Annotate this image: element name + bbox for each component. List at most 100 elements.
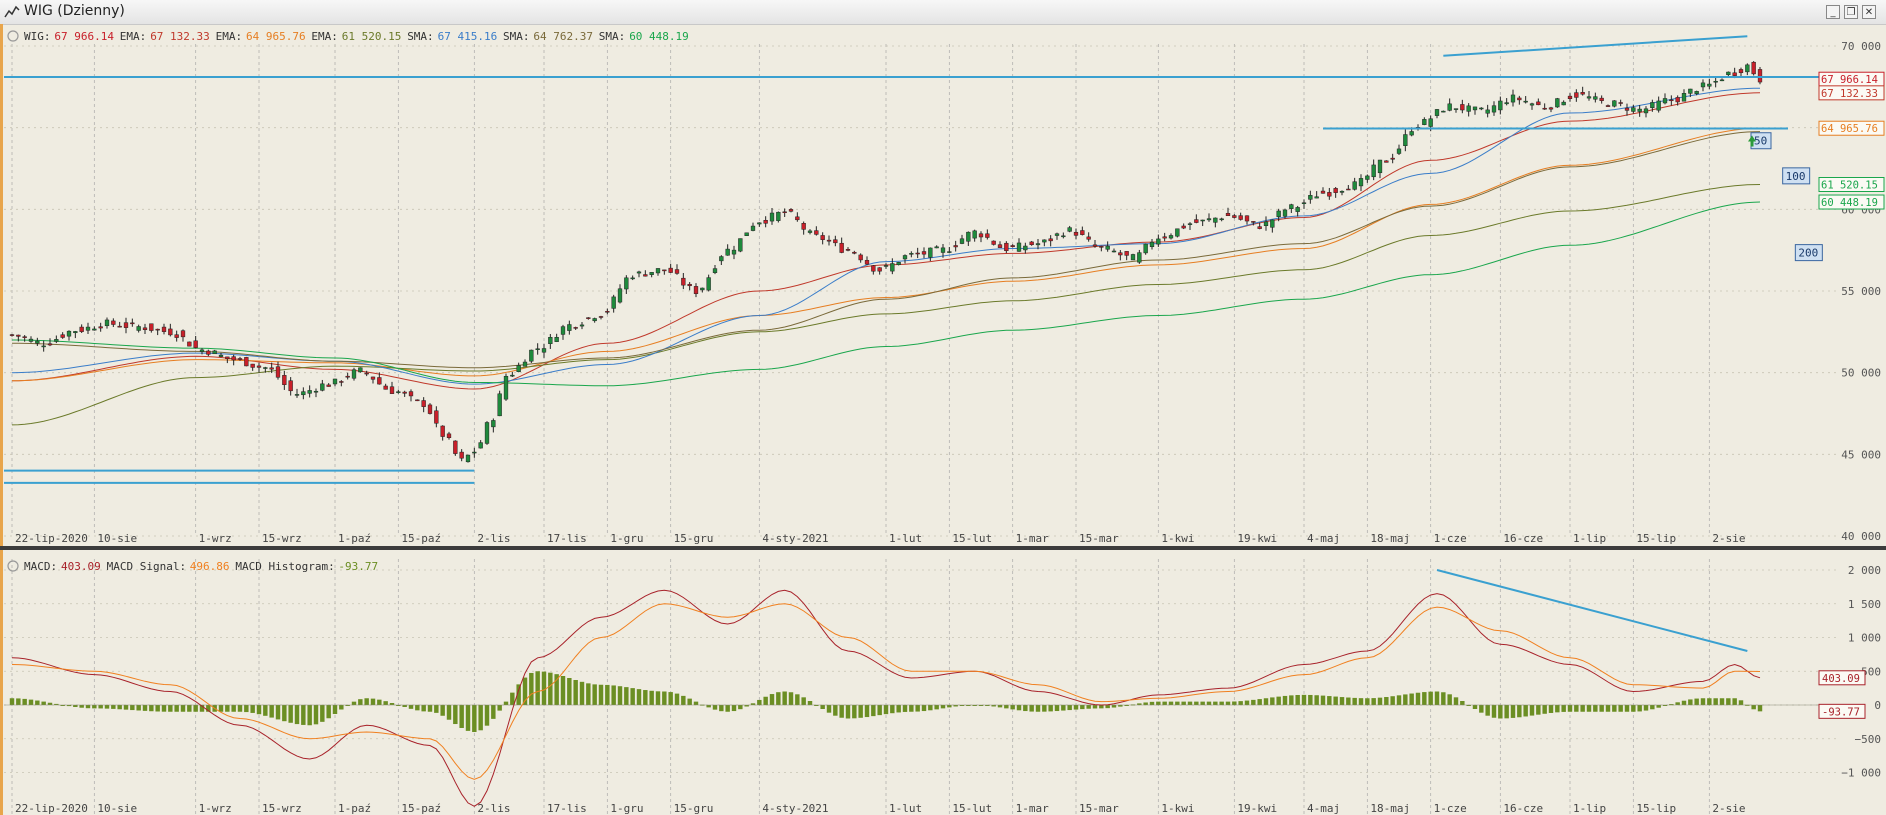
macd-histogram-bar	[814, 705, 819, 706]
macd-histogram-bar	[332, 705, 338, 714]
macd-histogram-bar	[1612, 705, 1617, 712]
macd-histogram-bar	[1523, 705, 1528, 717]
macd-histogram-bar	[161, 705, 167, 712]
macd-legend: MACD: 403.09 MACD Signal: 496.86 MACD Histog…	[7, 560, 378, 573]
candle-down	[1238, 215, 1243, 220]
macd-histogram-bar	[883, 705, 889, 715]
macd-histogram-bar	[377, 699, 382, 705]
macd-histogram-bar	[434, 705, 439, 713]
candle-down	[1029, 241, 1034, 245]
candle-down	[1194, 219, 1199, 223]
macd-histogram-bar	[66, 705, 72, 707]
candle-down	[681, 277, 686, 286]
macd-settings-gear-icon[interactable]	[7, 560, 19, 572]
candle-down	[427, 404, 433, 414]
restore-button[interactable]: ❐	[1844, 5, 1858, 19]
candle-down	[801, 223, 806, 230]
candle-up	[1105, 245, 1110, 250]
macd-histogram-bar	[1339, 697, 1345, 705]
candle-up	[510, 374, 515, 377]
candle-down	[687, 283, 692, 287]
macd-histogram-bar	[1428, 691, 1433, 705]
macd-legend-value: 496.86	[190, 560, 230, 573]
macd-histogram-bar	[617, 686, 623, 705]
candle-down	[130, 322, 135, 325]
price-legend: WIG: 67 966.14 EMA: 67 132.33 EMA: 64 965.76 E…	[7, 30, 689, 43]
candle-up	[503, 375, 509, 400]
candle-up	[358, 367, 363, 373]
candle-up	[1529, 103, 1535, 106]
macd-histogram-bar	[763, 696, 768, 705]
x-tick-label: 1-paź	[338, 532, 371, 545]
window-titlebar[interactable]: WIG (Dzienny) _ ❐ ✕	[0, 0, 1886, 25]
y-tick-label: 70 000	[1841, 40, 1881, 53]
macd-histogram-bar	[510, 692, 515, 705]
macd-histogram-bar	[902, 705, 908, 712]
macd-histogram-bar	[1016, 705, 1022, 711]
macd-histogram-bar	[662, 691, 667, 705]
candle-up	[928, 247, 933, 258]
settings-gear-icon[interactable]	[7, 30, 19, 42]
minimize-icon: _	[1830, 7, 1836, 18]
candle-up	[1688, 88, 1693, 94]
candle-up	[1365, 175, 1370, 180]
candle-up	[1719, 79, 1725, 82]
candle-up	[1409, 131, 1414, 136]
macd-x-tick-label: 2-sie	[1712, 802, 1745, 815]
candle-down	[915, 252, 920, 255]
macd-histogram-bar	[307, 705, 312, 726]
macd-y-tick-label: 500	[1861, 665, 1881, 678]
macd-histogram-bar	[1327, 696, 1332, 705]
candle-up	[1282, 209, 1288, 217]
macd-histogram-bar	[598, 684, 604, 705]
candle-up	[484, 422, 490, 444]
candle-down	[1225, 212, 1231, 217]
macd-histogram-bar	[1624, 705, 1630, 712]
candle-down	[1384, 160, 1389, 163]
candle-up	[1485, 109, 1490, 114]
macd-histogram-bar	[592, 684, 597, 705]
candle-up	[263, 367, 268, 369]
macd-histogram-bar	[858, 705, 863, 718]
arrow-up-icon	[1748, 135, 1756, 147]
macd-histogram-bar	[275, 705, 281, 720]
macd-histogram-bar	[1162, 701, 1167, 705]
candle-up	[1339, 190, 1345, 193]
macd-histogram-bar	[1396, 695, 1402, 705]
macd-histogram-bar	[586, 683, 591, 705]
macd-histogram-bar	[1707, 698, 1712, 705]
macd-histogram-bar	[693, 701, 699, 705]
macd-histogram-bar	[940, 705, 946, 709]
candle-up	[478, 442, 483, 449]
macd-histogram-bar	[1675, 702, 1680, 705]
close-button[interactable]: ✕	[1862, 5, 1876, 19]
macd-x-tick-label: 1-cze	[1434, 802, 1467, 815]
macd-x-tick-label: 1-kwi	[1161, 802, 1194, 815]
candle-up	[1561, 101, 1566, 106]
candle-up	[1352, 181, 1357, 190]
macd-histogram-bar	[1080, 705, 1085, 710]
candle-up	[750, 225, 756, 231]
candle-down	[839, 242, 844, 253]
macd-histogram-bar	[98, 705, 103, 709]
macd-histogram-bar	[1244, 700, 1250, 705]
macd-histogram-bar	[1054, 705, 1060, 712]
macd-x-tick-label: 19-kwi	[1237, 802, 1277, 815]
minimize-button[interactable]: _	[1826, 5, 1840, 19]
candle-up	[1270, 219, 1275, 228]
candle-down	[864, 260, 870, 265]
macd-histogram-bar	[446, 705, 452, 720]
candle-up	[1130, 254, 1136, 261]
macd-histogram-bar	[199, 705, 205, 712]
macd-histogram-bar	[187, 705, 192, 712]
candle-up	[66, 330, 72, 337]
macd-histogram-bar	[655, 691, 661, 705]
candle-up	[947, 251, 952, 253]
candle-up	[909, 253, 914, 255]
macd-histogram-bar	[1333, 696, 1338, 705]
candle-up	[1054, 233, 1060, 236]
macd-histogram-bar	[1409, 693, 1414, 705]
macd-panel[interactable]: −1 000 −500 0 500 1 000 1 500 2 000 22-lip-2020…	[4, 559, 1881, 815]
